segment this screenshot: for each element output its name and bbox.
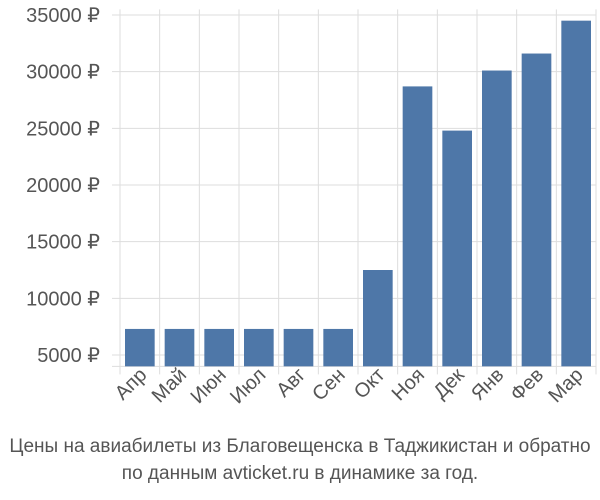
x-tick-label: Янв xyxy=(467,364,508,405)
y-tick-label: 25000 ₽ xyxy=(26,118,100,140)
chart-caption-line1: Цены на авиабилеты из Благовещенска в Та… xyxy=(9,436,591,457)
bar-7 xyxy=(363,270,393,367)
chart-caption-line2: по данным avticket.ru в динамике за год. xyxy=(121,463,479,484)
bar-3 xyxy=(204,328,234,367)
x-tick-label: Фев xyxy=(506,364,548,406)
bars xyxy=(125,20,591,367)
x-tick-label: Май xyxy=(148,364,191,407)
bar-2 xyxy=(164,328,195,367)
x-tick-label: Апр xyxy=(111,364,152,405)
bar-8 xyxy=(402,86,433,367)
y-axis-ticks: 5000 ₽ 10000 ₽ 15000 ₽ 20000 ₽ 25000 ₽ 30000 … xyxy=(26,5,100,367)
y-tick-label: 35000 ₽ xyxy=(26,5,100,27)
x-tick-label: Июн xyxy=(187,364,231,408)
bar-12 xyxy=(561,20,591,367)
x-tick-label: Окт xyxy=(350,364,389,403)
x-tick-label: Мар xyxy=(544,364,587,407)
bar-4 xyxy=(244,328,274,367)
y-tick-label: 30000 ₽ xyxy=(26,62,100,84)
x-tick-label: Июл xyxy=(226,364,270,408)
bar-5 xyxy=(283,328,314,367)
bar-10 xyxy=(482,70,512,367)
bar-6 xyxy=(323,328,353,367)
bar-9 xyxy=(442,130,472,367)
x-tick-label: Ноя xyxy=(388,364,429,405)
grid-lines xyxy=(112,9,597,375)
x-tick-label: Дек xyxy=(430,364,469,403)
x-tick-label: Сен xyxy=(308,364,349,405)
y-tick-label: 15000 ₽ xyxy=(26,232,100,254)
bar-1 xyxy=(125,328,155,367)
x-tick-label: Авг xyxy=(272,364,310,402)
y-tick-label: 5000 ₽ xyxy=(37,345,100,367)
y-tick-label: 20000 ₽ xyxy=(26,175,100,197)
y-tick-label: 10000 ₽ xyxy=(26,288,100,310)
bar-11 xyxy=(521,53,552,367)
